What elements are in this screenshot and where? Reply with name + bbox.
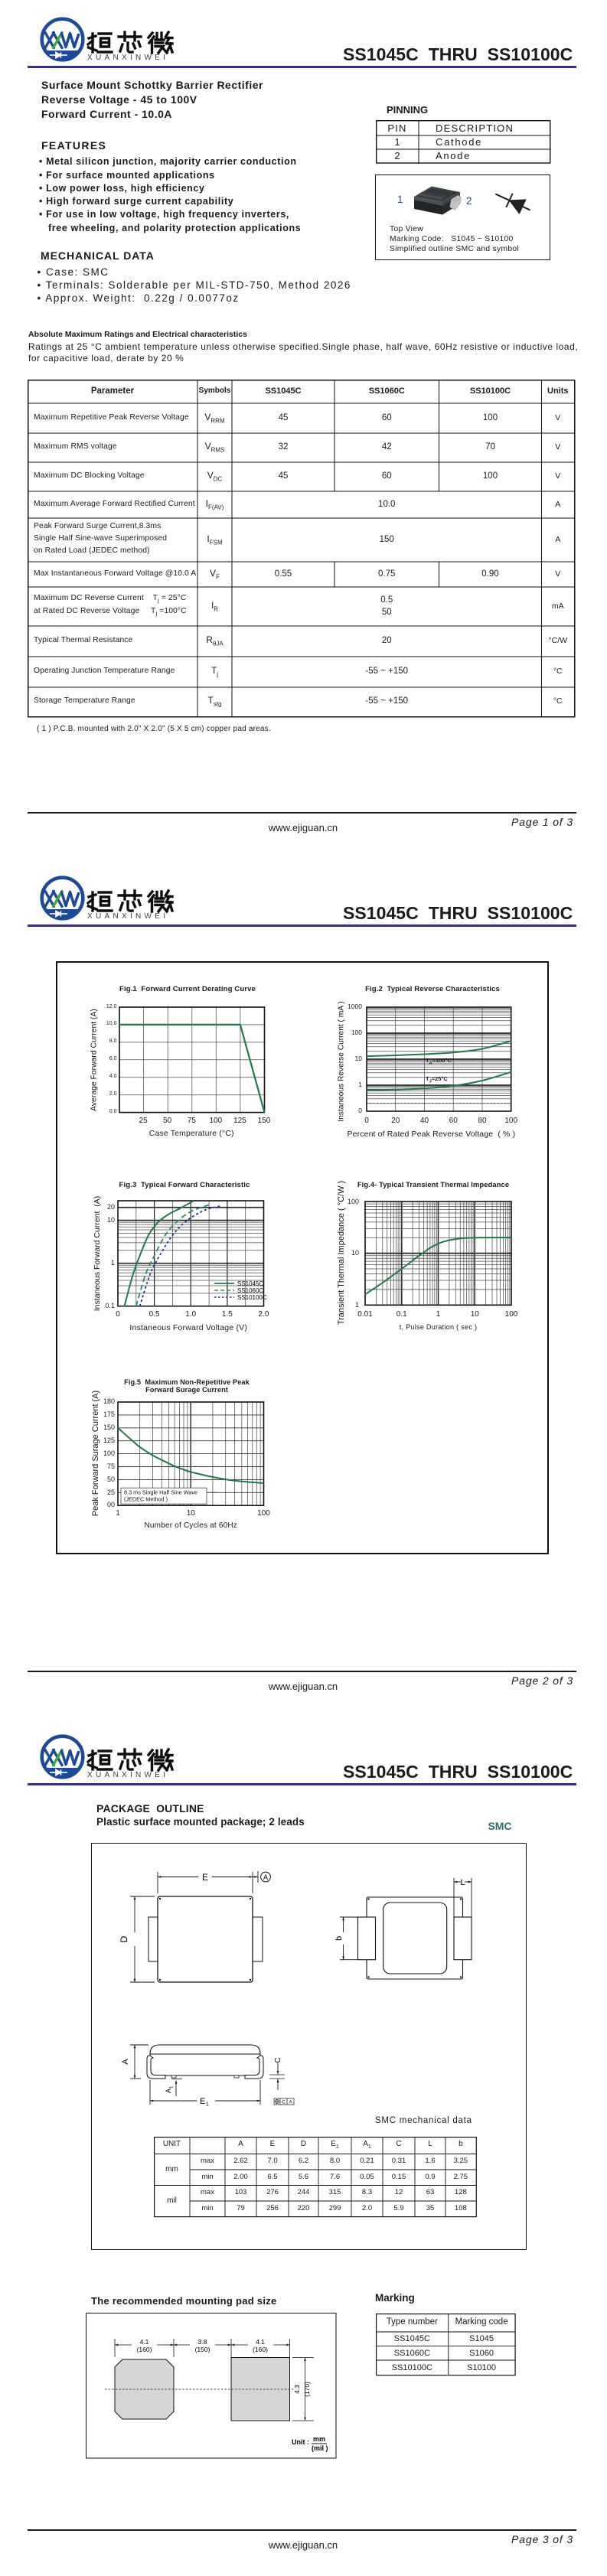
svg-text:(mil ): (mil ) bbox=[312, 2444, 328, 2452]
svg-text:C: C bbox=[274, 2057, 282, 2062]
svg-text:1: 1 bbox=[206, 2102, 209, 2108]
svg-text:4.3: 4.3 bbox=[293, 2385, 301, 2394]
svg-text:1: 1 bbox=[170, 2085, 175, 2089]
svg-text:(150): (150) bbox=[195, 2346, 210, 2353]
svg-text:A: A bbox=[165, 2089, 172, 2093]
svg-text:A: A bbox=[263, 1873, 268, 1881]
svg-text:b: b bbox=[335, 1936, 344, 1941]
svg-text:(170): (170) bbox=[303, 2382, 311, 2397]
svg-text:D: D bbox=[119, 1935, 129, 1942]
svg-text:SS1045C: SS1045C bbox=[237, 1280, 263, 1287]
svg-text:8.3 ms Single Half Sine Wave: 8.3 ms Single Half Sine Wave bbox=[124, 1489, 197, 1495]
svg-text:(JEDEC Method ): (JEDEC Method ) bbox=[124, 1495, 168, 1502]
svg-text:C: C bbox=[282, 2099, 286, 2105]
svg-text:mm: mm bbox=[313, 2435, 325, 2443]
svg-text:E: E bbox=[202, 1872, 208, 1883]
svg-text:(160): (160) bbox=[137, 2346, 152, 2353]
svg-text:Unit :: Unit : bbox=[292, 2438, 309, 2446]
svg-text:4.1: 4.1 bbox=[256, 2338, 265, 2346]
svg-text:A: A bbox=[289, 2099, 293, 2105]
svg-text:SS10100C: SS10100C bbox=[237, 1294, 267, 1301]
svg-text:A: A bbox=[121, 2059, 130, 2065]
svg-text:E: E bbox=[200, 2097, 205, 2106]
svg-text:L: L bbox=[460, 1878, 465, 1887]
svg-text:3.8: 3.8 bbox=[198, 2338, 207, 2346]
svg-text:4.1: 4.1 bbox=[140, 2338, 149, 2346]
svg-text:SS1060C: SS1060C bbox=[237, 1287, 263, 1294]
svg-text:(160): (160) bbox=[253, 2346, 268, 2353]
